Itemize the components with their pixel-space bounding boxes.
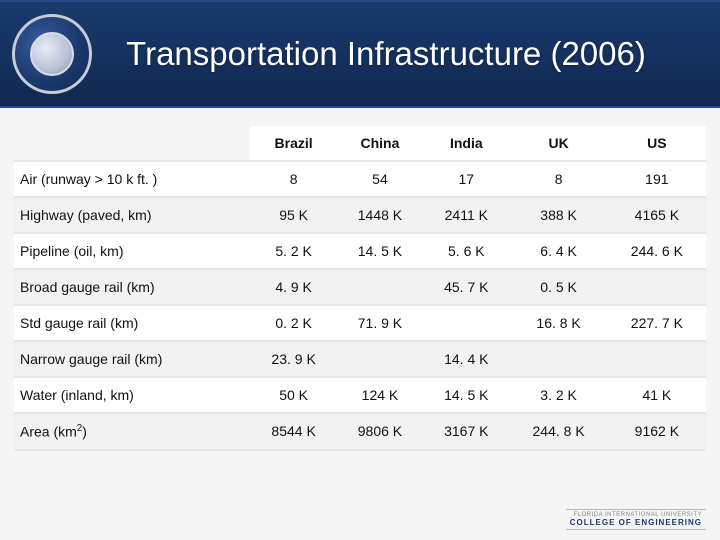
table-cell: 5. 6 K bbox=[423, 234, 509, 270]
row-label: Area (km2) bbox=[14, 414, 250, 451]
table-cell: 2411 K bbox=[423, 198, 509, 234]
table-cell: 41 K bbox=[608, 378, 706, 414]
table-cell bbox=[608, 342, 706, 378]
table-cell: 227. 7 K bbox=[608, 306, 706, 342]
table-cell: 244. 6 K bbox=[608, 234, 706, 270]
col-header: Brazil bbox=[250, 126, 336, 162]
table-row: Area (km2)8544 K9806 K3167 K244. 8 K9162… bbox=[14, 414, 706, 451]
table-row: Water (inland, km)50 K124 K14. 5 K3. 2 K… bbox=[14, 378, 706, 414]
row-label: Air (runway > 10 k ft. ) bbox=[14, 162, 250, 198]
table-cell: 3. 2 K bbox=[509, 378, 607, 414]
table-row: Highway (paved, km)95 K1448 K2411 K388 K… bbox=[14, 198, 706, 234]
table-cell: 6. 4 K bbox=[509, 234, 607, 270]
table-cell: 0. 5 K bbox=[509, 270, 607, 306]
table-body: Air (runway > 10 k ft. )854178191Highway… bbox=[14, 162, 706, 451]
table-cell: 17 bbox=[423, 162, 509, 198]
table-cell: 8 bbox=[250, 162, 336, 198]
table-cell: 244. 8 K bbox=[509, 414, 607, 451]
table-cell: 50 K bbox=[250, 378, 336, 414]
table-cell: 23. 9 K bbox=[250, 342, 336, 378]
table-container: Brazil China India UK US Air (runway > 1… bbox=[0, 108, 720, 451]
university-seal-icon bbox=[12, 14, 92, 94]
col-header: US bbox=[608, 126, 706, 162]
table-cell: 1448 K bbox=[337, 198, 423, 234]
table-cell bbox=[423, 306, 509, 342]
table-row: Narrow gauge rail (km)23. 9 K 14. 4 K bbox=[14, 342, 706, 378]
table-cell: 14. 5 K bbox=[423, 378, 509, 414]
table-cell: 388 K bbox=[509, 198, 607, 234]
table-row: Std gauge rail (km)0. 2 K71. 9 K 16. 8 K2… bbox=[14, 306, 706, 342]
row-label: Narrow gauge rail (km) bbox=[14, 342, 250, 378]
table-cell: 5. 2 K bbox=[250, 234, 336, 270]
table-cell: 71. 9 K bbox=[337, 306, 423, 342]
table-cell: 16. 8 K bbox=[509, 306, 607, 342]
col-header: UK bbox=[509, 126, 607, 162]
table-header-row: Brazil China India UK US bbox=[14, 126, 706, 162]
table-cell: 54 bbox=[337, 162, 423, 198]
table-cell bbox=[337, 270, 423, 306]
infrastructure-table: Brazil China India UK US Air (runway > 1… bbox=[14, 126, 706, 451]
table-cell: 0. 2 K bbox=[250, 306, 336, 342]
table-row: Pipeline (oil, km)5. 2 K14. 5 K5. 6 K6. … bbox=[14, 234, 706, 270]
row-label: Pipeline (oil, km) bbox=[14, 234, 250, 270]
table-row: Air (runway > 10 k ft. )854178191 bbox=[14, 162, 706, 198]
table-cell: 9806 K bbox=[337, 414, 423, 451]
table-cell bbox=[608, 270, 706, 306]
table-cell: 9162 K bbox=[608, 414, 706, 451]
header-blank bbox=[14, 126, 250, 162]
table-cell: 4165 K bbox=[608, 198, 706, 234]
row-label: Water (inland, km) bbox=[14, 378, 250, 414]
table-cell: 45. 7 K bbox=[423, 270, 509, 306]
table-cell: 14. 4 K bbox=[423, 342, 509, 378]
col-header: India bbox=[423, 126, 509, 162]
table-cell bbox=[337, 342, 423, 378]
table-cell: 8544 K bbox=[250, 414, 336, 451]
footer-line2: COLLEGE OF ENGINEERING bbox=[570, 518, 702, 527]
col-header: China bbox=[337, 126, 423, 162]
row-label: Highway (paved, km) bbox=[14, 198, 250, 234]
table-cell: 191 bbox=[608, 162, 706, 198]
table-cell: 4. 9 K bbox=[250, 270, 336, 306]
table-cell bbox=[509, 342, 607, 378]
table-cell: 124 K bbox=[337, 378, 423, 414]
slide-title: Transportation Infrastructure (2006) bbox=[92, 33, 720, 74]
footer-logo: FLORIDA INTERNATIONAL UNIVERSITY COLLEGE… bbox=[566, 509, 706, 530]
table-cell: 3167 K bbox=[423, 414, 509, 451]
row-label: Broad gauge rail (km) bbox=[14, 270, 250, 306]
table-cell: 95 K bbox=[250, 198, 336, 234]
table-row: Broad gauge rail (km)4. 9 K 45. 7 K0. 5 K bbox=[14, 270, 706, 306]
row-label: Std gauge rail (km) bbox=[14, 306, 250, 342]
title-band: Transportation Infrastructure (2006) bbox=[0, 0, 720, 108]
table-cell: 8 bbox=[509, 162, 607, 198]
table-cell: 14. 5 K bbox=[337, 234, 423, 270]
